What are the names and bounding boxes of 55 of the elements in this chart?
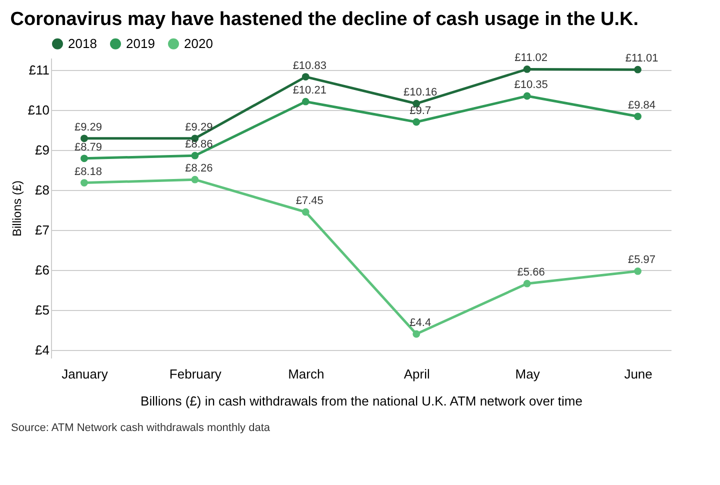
point xyxy=(412,118,420,126)
point xyxy=(191,176,199,184)
point xyxy=(412,330,420,338)
chart-title: Coronavirus may have hastened the decline of cash usage in the U.K. xyxy=(10,9,639,30)
y-tick-label: £7 xyxy=(35,222,50,238)
point xyxy=(523,280,531,288)
data-label: £9.84 xyxy=(628,99,656,112)
data-label: £5.97 xyxy=(628,254,656,266)
data-label: £5.66 xyxy=(517,266,545,279)
y-tick-label: £5 xyxy=(35,302,50,318)
legend-label: 2019 xyxy=(126,36,155,51)
data-label: £11.01 xyxy=(625,52,658,65)
data-label: £10.35 xyxy=(514,79,548,91)
data-label: £7.45 xyxy=(296,195,324,207)
point xyxy=(302,73,310,80)
source-note: Source: ATM Network cash withdrawals monthly data xyxy=(11,422,271,434)
point xyxy=(80,134,88,142)
point xyxy=(80,179,88,186)
legend-label: 2018 xyxy=(68,36,97,51)
y-tick-label: £6 xyxy=(35,262,50,278)
data-label: £8.86 xyxy=(185,138,213,151)
point xyxy=(191,152,199,160)
data-label: £8.18 xyxy=(74,166,102,178)
data-label: £9.29 xyxy=(185,121,213,134)
data-label: £11.02 xyxy=(514,52,548,64)
data-label: £8.26 xyxy=(185,162,213,175)
x-tick-label: June xyxy=(624,366,652,382)
y-tick-label: £10 xyxy=(28,102,50,118)
point xyxy=(80,154,88,162)
x-axis-title: Billions (£) in cash withdrawals from the national U.K. ATM network over time xyxy=(140,394,582,408)
point xyxy=(523,66,531,73)
x-tick-label: February xyxy=(169,366,222,382)
y-tick-label: £9 xyxy=(35,142,50,158)
point xyxy=(523,92,531,100)
data-label: £10.83 xyxy=(292,60,326,72)
data-label: £9.29 xyxy=(74,121,102,134)
y-tick-label: £11 xyxy=(28,62,50,78)
y-tick-label: £8 xyxy=(35,182,50,198)
point xyxy=(634,112,642,120)
data-label: £10.16 xyxy=(404,86,438,99)
y-tick-label: £4 xyxy=(35,342,50,358)
point xyxy=(302,208,310,216)
x-tick-label: April xyxy=(404,366,430,382)
y-axis-title: Billions (£) xyxy=(10,180,24,237)
x-tick-label: May xyxy=(515,366,540,382)
data-label: £9.7 xyxy=(410,105,432,117)
data-label: £4.4 xyxy=(410,317,432,329)
x-tick-label: January xyxy=(62,366,108,382)
point xyxy=(634,268,642,275)
data-label: £10.21 xyxy=(292,84,326,97)
point xyxy=(634,66,642,74)
point xyxy=(302,98,310,106)
data-label: £8.79 xyxy=(74,141,102,154)
legend-label: 2020 xyxy=(184,36,213,51)
x-tick-label: March xyxy=(288,366,324,382)
